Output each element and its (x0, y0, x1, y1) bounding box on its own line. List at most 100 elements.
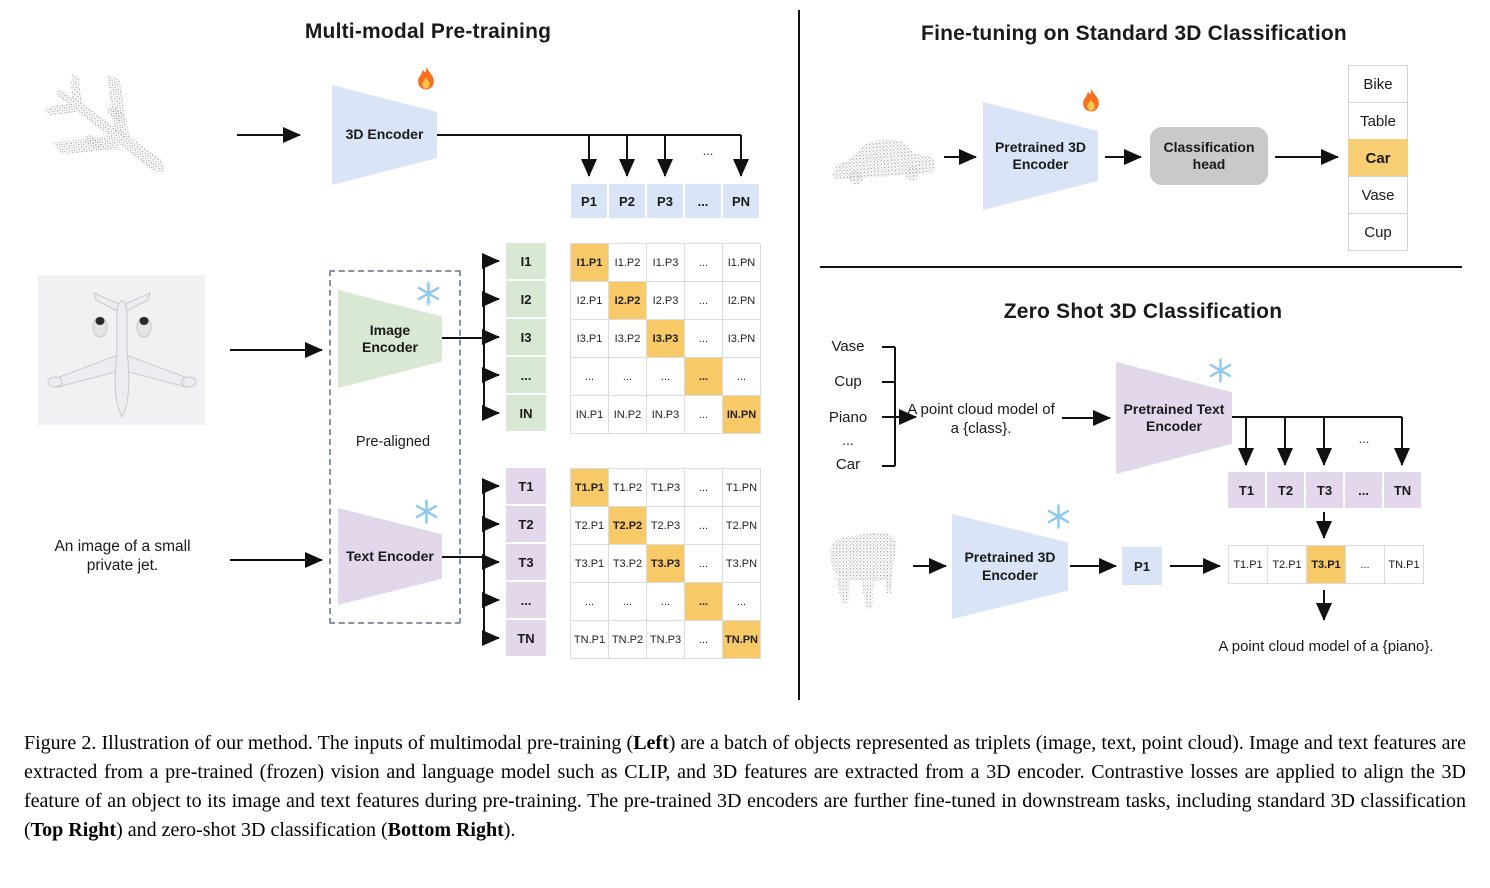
similarity-cell: I3.P3 (647, 320, 684, 357)
similarity-cell: T2.P2 (609, 507, 646, 544)
zeroshot-pretrained-3d-encoder: Pretrained 3D Encoder (952, 514, 1068, 619)
point-feature-cell: P3 (647, 184, 683, 218)
point-feature-cell: P2 (609, 184, 645, 218)
classification-head: Classification head (1150, 127, 1268, 185)
point-feature-row: P1 P2 P3... PN (571, 184, 759, 218)
caption-segment: ) are a batch of objects represented as … (24, 732, 1466, 841)
similarity-cell: ... (685, 396, 722, 433)
image-encoder-label: Image Encoder (361, 321, 418, 356)
similarity-cell: I2.P3 (647, 282, 684, 319)
similarity-cell: ... (647, 583, 684, 620)
similarity-cell: I1.P1 (571, 244, 608, 281)
vertical-divider (798, 10, 800, 700)
similarity-cell: ... (723, 358, 760, 395)
similarity-cell: ... (1346, 546, 1384, 583)
caption-segment: ). (503, 819, 516, 841)
similarity-cell: ... (685, 244, 722, 281)
similarity-cell: ... (571, 583, 608, 620)
zeroshot-class-item: Piano (828, 409, 868, 426)
similarity-cell: ... (685, 320, 722, 357)
image-feature-cell: ... (506, 357, 546, 393)
p-row-ellipsis: ... (702, 143, 714, 158)
similarity-cell: TN.P2 (609, 621, 646, 658)
snowflake-icon (417, 281, 440, 306)
classification-head-label: Classification head (1163, 138, 1255, 173)
pretraining-title: Multi-modal Pre-training (304, 20, 552, 43)
caption-segment: Figure 2. Illustration of our method. Th… (24, 732, 634, 754)
similarity-cell: T3.P1 (1307, 546, 1345, 583)
similarity-cell: ... (571, 358, 608, 395)
prompt-line-1: A point cloud model of (907, 401, 1055, 418)
airplane-image (38, 275, 205, 425)
similarity-cell: IN.P1 (571, 396, 608, 433)
zeroshot-result-text: A point cloud model of a {piano}. (1218, 638, 1434, 655)
zeroshot-class-item: Car (835, 456, 861, 473)
similarity-cell: ... (685, 358, 722, 395)
fire-icon (1083, 88, 1099, 112)
text-feature-cell: TN (1384, 472, 1421, 508)
car-point-cloud (832, 139, 935, 185)
similarity-cell: ... (609, 358, 646, 395)
class-item: Table (1348, 102, 1408, 140)
similarity-cell: ... (685, 621, 722, 658)
text-point-similarity-matrix: T1.P1 T1.P2 T1.P3... T1.PN T2.P1 T2.P2 T2.P3..… (570, 468, 761, 659)
image-feature-cell: I2 (506, 281, 546, 317)
similarity-cell: IN.P3 (647, 396, 684, 433)
similarity-cell: T1.PN (723, 469, 760, 506)
similarity-cell: T1.P1 (1229, 546, 1267, 583)
point-feature-cell: ... (685, 184, 721, 218)
horizontal-divider (820, 266, 1462, 268)
text-feature-cell: T3 (506, 544, 546, 580)
prealigned-box (329, 270, 461, 624)
encoder-3d-label: 3D Encoder (345, 126, 424, 143)
similarity-cell: T1.P2 (609, 469, 646, 506)
image-feature-cell: IN (506, 395, 546, 431)
zeroshot-class-item: Cup (834, 373, 862, 390)
similarity-cell: I3.PN (723, 320, 760, 357)
text-feature-row: T1 T2 T3... TN (1228, 472, 1421, 508)
similarity-cell: ... (609, 583, 646, 620)
similarity-cell: I2.P2 (609, 282, 646, 319)
image-text-caption: An image of a small private jet. (54, 538, 191, 575)
prompt-text: A point cloud model of a {class}. (905, 401, 1057, 439)
similarity-cell: ... (647, 358, 684, 395)
similarity-cell: TN.P1 (571, 621, 608, 658)
fire-icon (418, 66, 434, 90)
point-feature-p1: P1 (1122, 547, 1162, 585)
text-feature-cell: ... (1345, 472, 1382, 508)
text-feature-cell: ... (506, 582, 546, 618)
airplane-render (47, 292, 197, 419)
figure-caption: Figure 2. Illustration of our method. Th… (24, 729, 1466, 845)
text-feature-cell: T2 (506, 506, 546, 542)
similarity-cell: I1.P3 (647, 244, 684, 281)
similarity-cell: T1.P1 (571, 469, 608, 506)
similarity-cell: T2.P1 (1268, 546, 1306, 583)
caption-bold-segment: Top Right (30, 819, 117, 841)
class-item: Cup (1348, 213, 1408, 251)
point-feature-cell: PN (723, 184, 759, 218)
class-item: Vase (1348, 176, 1408, 214)
similarity-cell: T3.PN (723, 545, 760, 582)
prealigned-label: Pre-aligned (355, 434, 431, 450)
similarity-cell: ... (723, 583, 760, 620)
finetune-title: Fine-tuning on Standard 3D Classificatio… (921, 22, 1347, 45)
image-point-similarity-matrix: I1.P1 I1.P2 I1.P3... I1.PN I2.P1 I2.P2 I2.P3..… (570, 243, 761, 434)
image-feature-cell: I1 (506, 243, 546, 279)
point-feature-cell: P1 (571, 184, 607, 218)
text-feature-column: T1 T2 T3... TN (506, 468, 546, 656)
similarity-cell: T3.P2 (609, 545, 646, 582)
image-feature-column: I1 I2 I3... IN (506, 243, 546, 431)
text-feature-cell: T1 (1228, 472, 1265, 508)
piano-point-cloud (829, 532, 897, 609)
similarity-cell: ... (685, 469, 722, 506)
similarity-cell: IN.P2 (609, 396, 646, 433)
similarity-cell: T3.P3 (647, 545, 684, 582)
caption-bold-segment: Left (633, 732, 669, 754)
snowflake-icon (415, 499, 438, 524)
similarity-cell: T1.P3 (647, 469, 684, 506)
similarity-cell: T2.P1 (571, 507, 608, 544)
similarity-cell: TN.P1 (1385, 546, 1423, 583)
t-row-ellipsis: ... (1358, 431, 1370, 446)
snowflake-icon (1047, 504, 1070, 529)
airplane-point-cloud (43, 73, 165, 172)
